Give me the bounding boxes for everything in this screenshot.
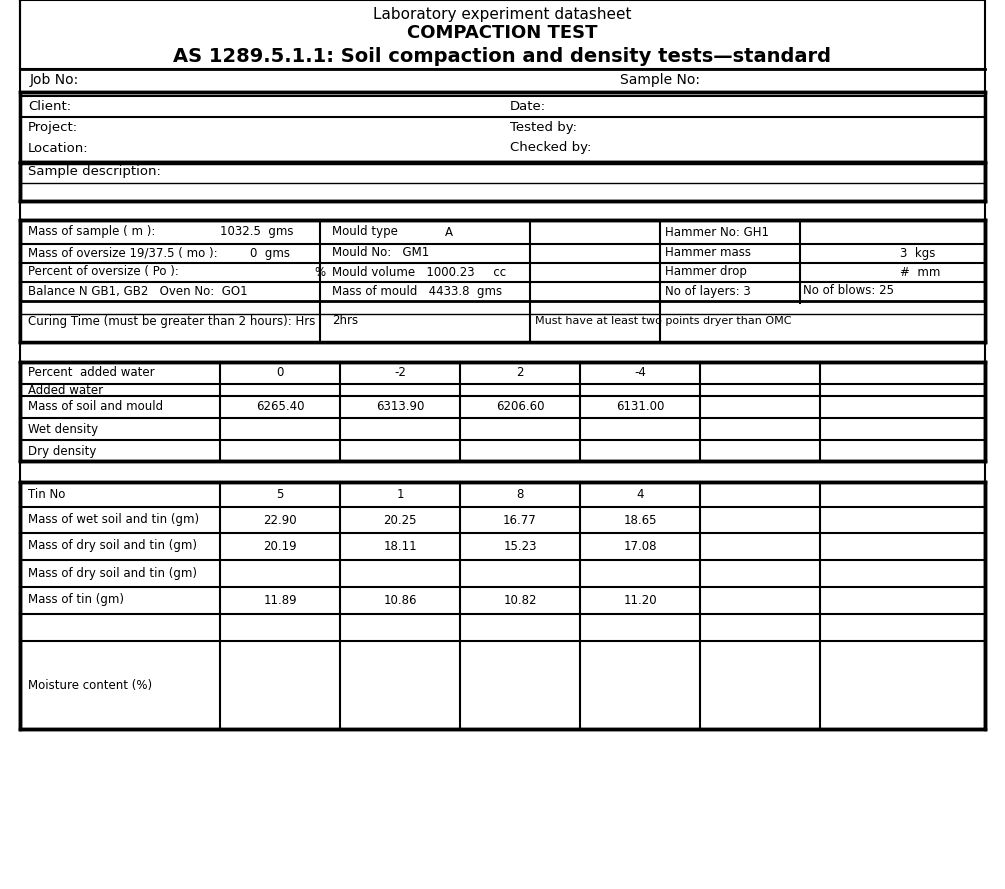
Text: Mould No:   GM1: Mould No: GM1 bbox=[332, 246, 429, 260]
Text: %: % bbox=[314, 266, 326, 278]
Text: Laboratory experiment datasheet: Laboratory experiment datasheet bbox=[373, 6, 631, 21]
Text: Client:: Client: bbox=[28, 100, 71, 113]
Text: 8: 8 bbox=[517, 487, 524, 501]
Bar bbox=[20, 92, 985, 162]
Text: Mass of soil and mould: Mass of soil and mould bbox=[28, 401, 163, 413]
Text: Dry density: Dry density bbox=[28, 444, 96, 458]
Text: Hammer mass: Hammer mass bbox=[665, 246, 751, 260]
Text: 10.86: 10.86 bbox=[383, 594, 417, 606]
Text: -2: -2 bbox=[394, 366, 406, 380]
Text: Checked by:: Checked by: bbox=[510, 141, 591, 155]
Text: 6313.90: 6313.90 bbox=[376, 401, 424, 413]
Text: COMPACTION TEST: COMPACTION TEST bbox=[407, 24, 597, 42]
Text: 0  gms: 0 gms bbox=[250, 246, 290, 260]
Text: 10.82: 10.82 bbox=[504, 594, 537, 606]
Text: 17.08: 17.08 bbox=[623, 540, 656, 552]
Bar bbox=[20, 163, 985, 201]
Text: Mass of wet soil and tin (gm): Mass of wet soil and tin (gm) bbox=[28, 514, 199, 526]
Text: 15.23: 15.23 bbox=[504, 540, 537, 552]
Text: Tin No: Tin No bbox=[28, 487, 65, 501]
Text: 20.19: 20.19 bbox=[263, 540, 296, 552]
Text: No of layers: 3: No of layers: 3 bbox=[665, 284, 751, 298]
Text: Mould type: Mould type bbox=[332, 226, 398, 238]
Bar bbox=[20, 220, 985, 342]
Text: #  mm: # mm bbox=[900, 266, 941, 278]
Text: Mass of mould   4433.8  gms: Mass of mould 4433.8 gms bbox=[332, 284, 502, 298]
Text: 1: 1 bbox=[396, 487, 404, 501]
Bar bbox=[20, 482, 985, 729]
Text: A: A bbox=[445, 226, 453, 238]
Text: Sample No:: Sample No: bbox=[620, 73, 700, 87]
Text: 16.77: 16.77 bbox=[504, 514, 537, 526]
Text: Hammer drop: Hammer drop bbox=[665, 266, 747, 278]
Text: Date:: Date: bbox=[510, 100, 546, 113]
Text: 20.25: 20.25 bbox=[383, 514, 417, 526]
Text: Mass of dry soil and tin (gm): Mass of dry soil and tin (gm) bbox=[28, 540, 197, 552]
Text: Sample description:: Sample description: bbox=[28, 165, 161, 179]
Text: 0: 0 bbox=[276, 366, 283, 380]
Text: 6131.00: 6131.00 bbox=[616, 401, 664, 413]
Text: 2: 2 bbox=[517, 366, 524, 380]
Bar bbox=[20, 362, 985, 461]
Text: 5: 5 bbox=[276, 487, 283, 501]
Text: 11.89: 11.89 bbox=[263, 594, 296, 606]
Text: No of blows: 25: No of blows: 25 bbox=[803, 284, 894, 298]
Text: Must have at least two points dryer than OMC: Must have at least two points dryer than… bbox=[535, 316, 792, 326]
Text: -4: -4 bbox=[634, 366, 646, 380]
Text: 6265.40: 6265.40 bbox=[255, 401, 305, 413]
Text: 1032.5  gms: 1032.5 gms bbox=[220, 226, 293, 238]
Text: Project:: Project: bbox=[28, 121, 78, 133]
Text: Mould volume   1000.23     cc: Mould volume 1000.23 cc bbox=[332, 266, 507, 278]
Text: 3  kgs: 3 kgs bbox=[900, 246, 936, 260]
Text: Added water: Added water bbox=[28, 383, 104, 396]
Text: Percent  added water: Percent added water bbox=[28, 366, 155, 380]
Text: Job No:: Job No: bbox=[30, 73, 79, 87]
Text: 11.20: 11.20 bbox=[623, 594, 657, 606]
Text: 4: 4 bbox=[636, 487, 644, 501]
Text: Moisture content (%): Moisture content (%) bbox=[28, 678, 152, 692]
Text: Mass of oversize 19/37.5 ( mo ):: Mass of oversize 19/37.5 ( mo ): bbox=[28, 246, 218, 260]
Text: Mass of tin (gm): Mass of tin (gm) bbox=[28, 594, 124, 606]
Text: Wet density: Wet density bbox=[28, 422, 98, 436]
Text: 18.65: 18.65 bbox=[623, 514, 656, 526]
Text: Mass of sample ( m ):: Mass of sample ( m ): bbox=[28, 226, 156, 238]
Text: 22.90: 22.90 bbox=[263, 514, 296, 526]
Text: 2hrs: 2hrs bbox=[332, 315, 358, 327]
Text: 18.11: 18.11 bbox=[383, 540, 417, 552]
Text: Curing Time (must be greater than 2 hours): Hrs: Curing Time (must be greater than 2 hour… bbox=[28, 315, 316, 327]
Text: Percent of oversize ( Po ):: Percent of oversize ( Po ): bbox=[28, 266, 179, 278]
Bar bbox=[20, 301, 985, 342]
Text: Hammer No: GH1: Hammer No: GH1 bbox=[665, 226, 769, 238]
Text: Balance N GB1, GB2   Oven No:  GO1: Balance N GB1, GB2 Oven No: GO1 bbox=[28, 284, 247, 298]
Text: Tested by:: Tested by: bbox=[510, 121, 577, 133]
Text: Mass of dry soil and tin (gm): Mass of dry soil and tin (gm) bbox=[28, 566, 197, 580]
Text: 6206.60: 6206.60 bbox=[495, 401, 545, 413]
Text: AS 1289.5.1.1: Soil compaction and density tests—standard: AS 1289.5.1.1: Soil compaction and densi… bbox=[173, 46, 831, 66]
Text: Location:: Location: bbox=[28, 141, 88, 155]
